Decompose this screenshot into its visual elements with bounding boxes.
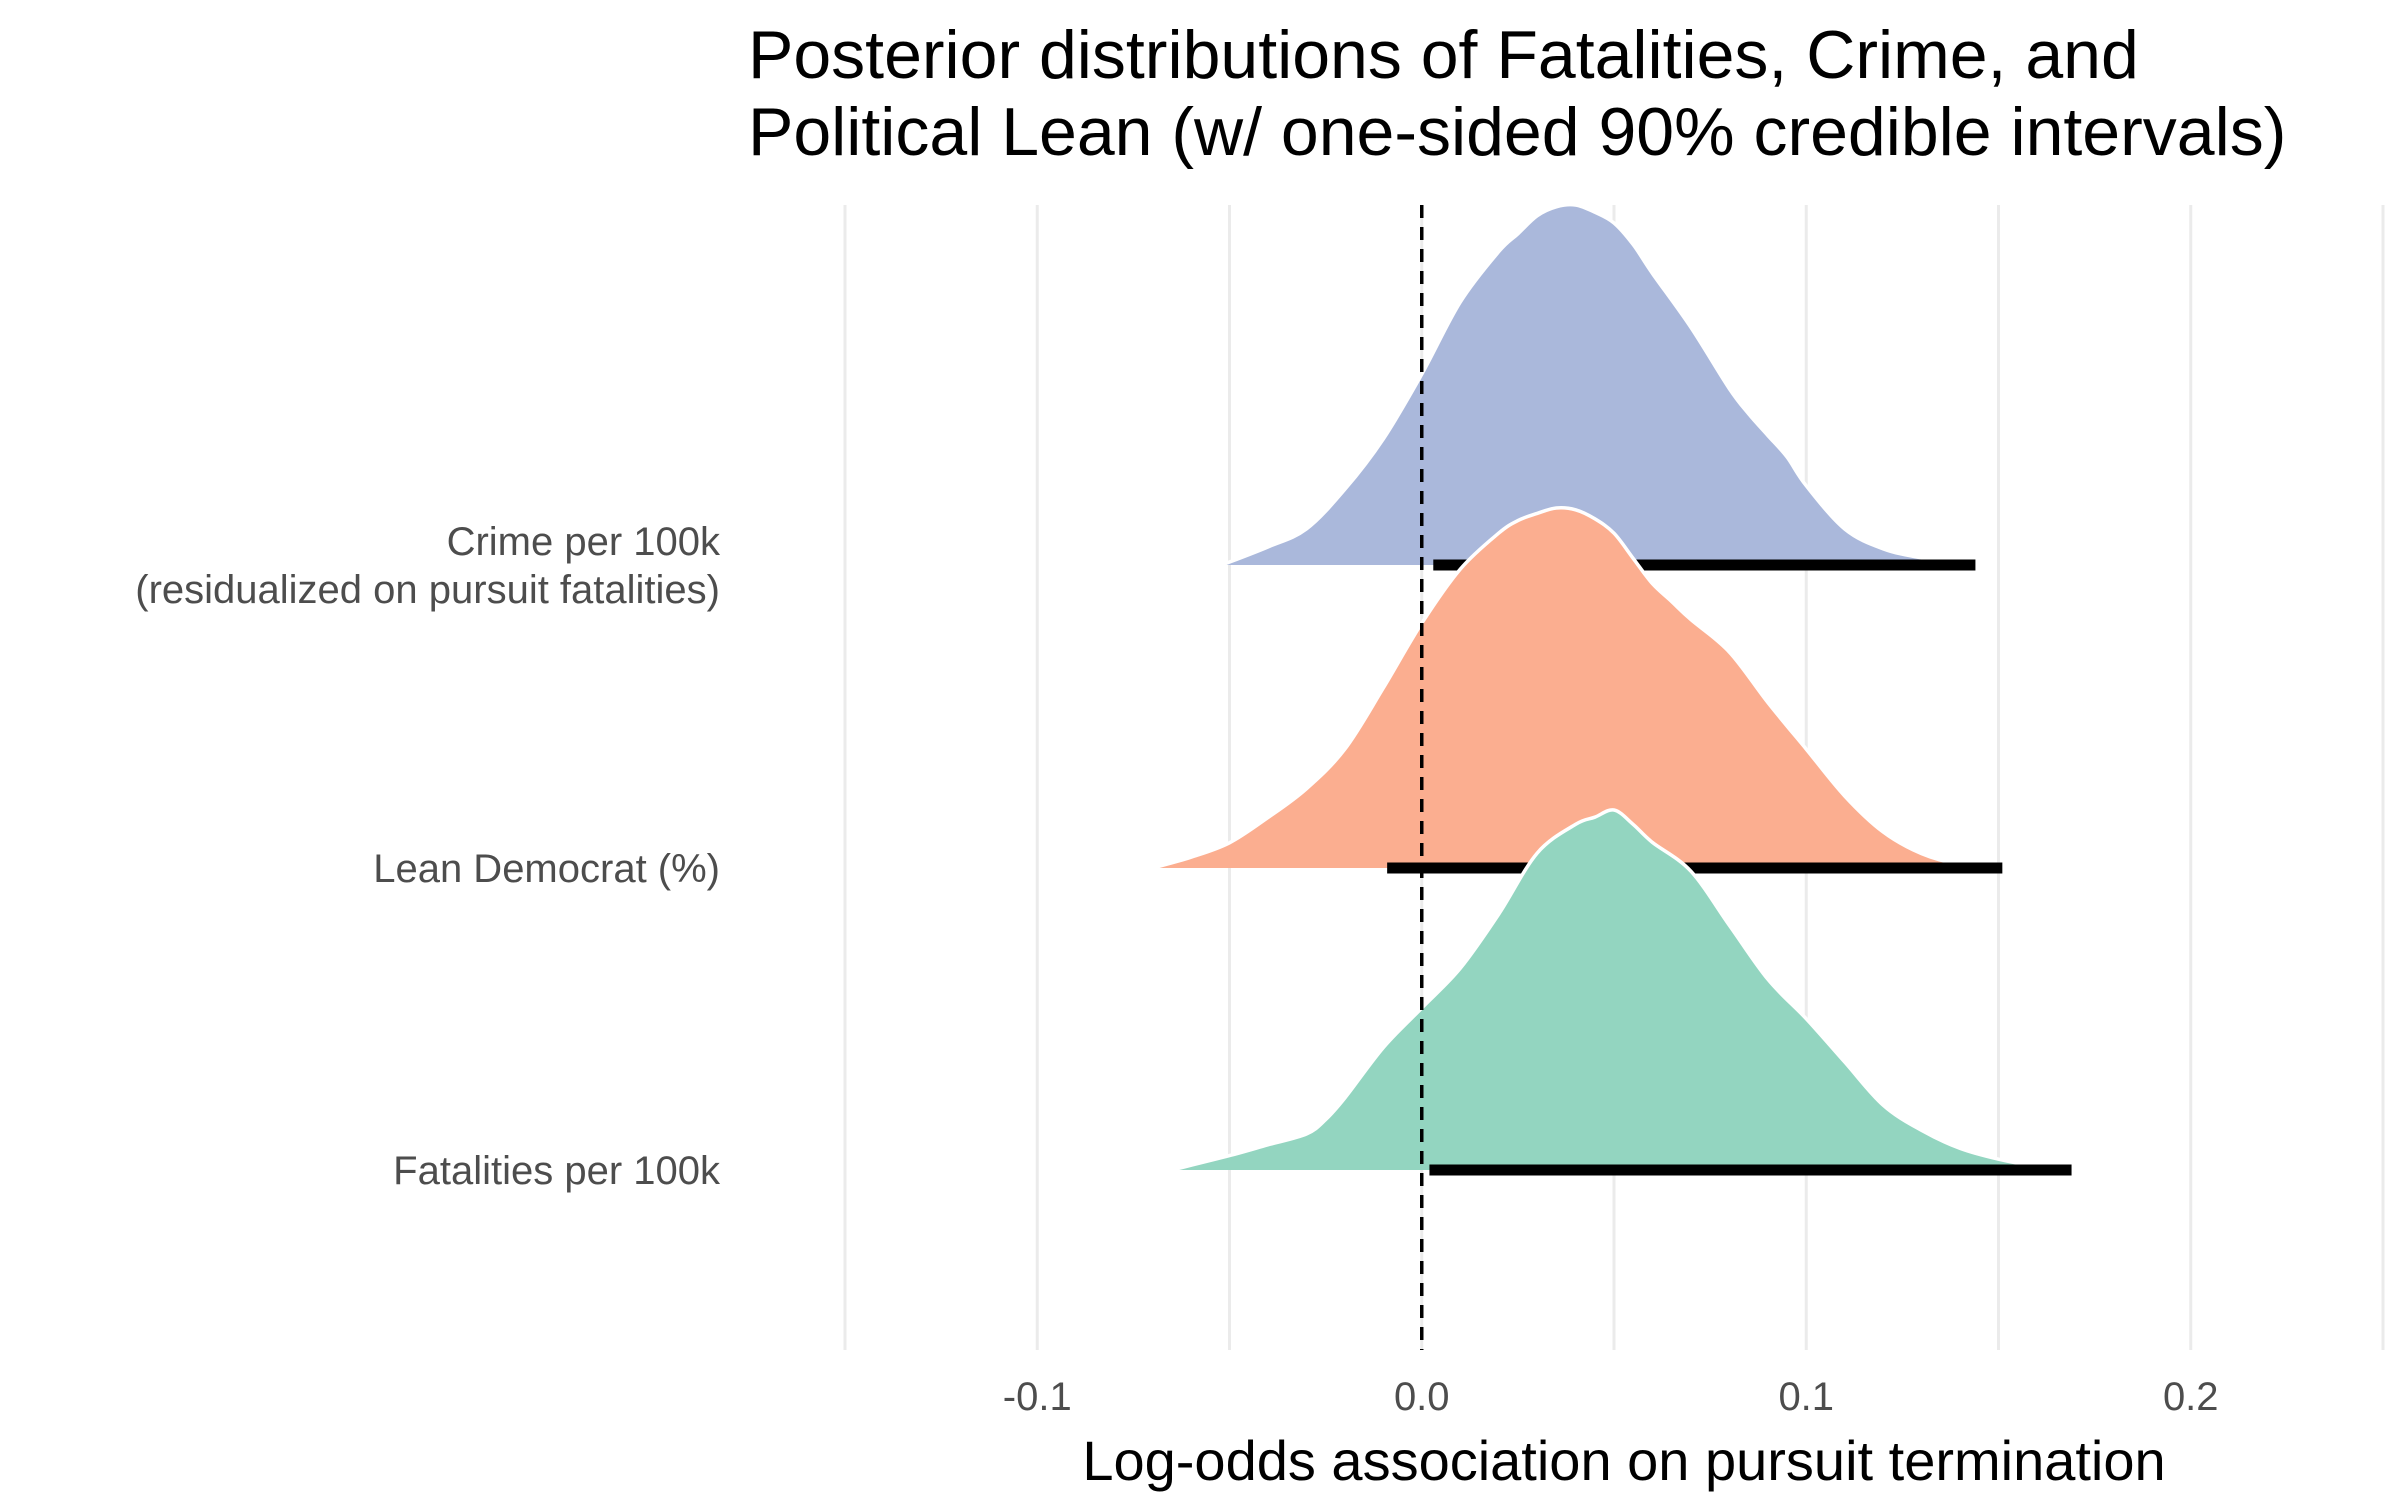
density-area — [1171, 809, 2072, 1170]
x-tick-label: 0.2 — [2163, 1375, 2219, 1419]
x-tick-label: 0.0 — [1394, 1375, 1450, 1419]
x-axis-tick-labels: -0.1 0.0 0.1 0.2 — [1003, 1375, 2219, 1419]
ridges — [1152, 202, 2072, 1176]
x-tick-label: 0.1 — [1778, 1375, 1834, 1419]
chart-title: Posterior distributions of Fatalities, C… — [748, 17, 2286, 170]
category-labels: Crime per 100k(residualized on pursuit f… — [135, 520, 721, 1193]
density-area — [1152, 507, 2003, 868]
chart-title-line: Posterior distributions of Fatalities, C… — [748, 17, 2139, 93]
x-tick-label: -0.1 — [1003, 1375, 1072, 1419]
category-label: Lean Democrat (%) — [373, 847, 720, 891]
density-area — [1221, 204, 1976, 566]
category-label: Crime per 100k — [447, 520, 721, 564]
ridge-series-2 — [1152, 506, 2003, 874]
category-label: (residualized on pursuit fatalities) — [135, 568, 720, 612]
category-label: Fatalities per 100k — [393, 1149, 721, 1193]
density-outline — [1152, 506, 2003, 870]
chart-title-line: Political Lean (w/ one-sided 90% credibl… — [748, 94, 2286, 170]
x-axis-title: Log-odds association on pursuit terminat… — [1082, 1429, 2165, 1492]
density-outline — [1171, 808, 2072, 1172]
density-outline — [1221, 202, 1976, 567]
ridge-series-3 — [1171, 808, 2072, 1176]
ridge-series-1 — [1221, 202, 1976, 571]
